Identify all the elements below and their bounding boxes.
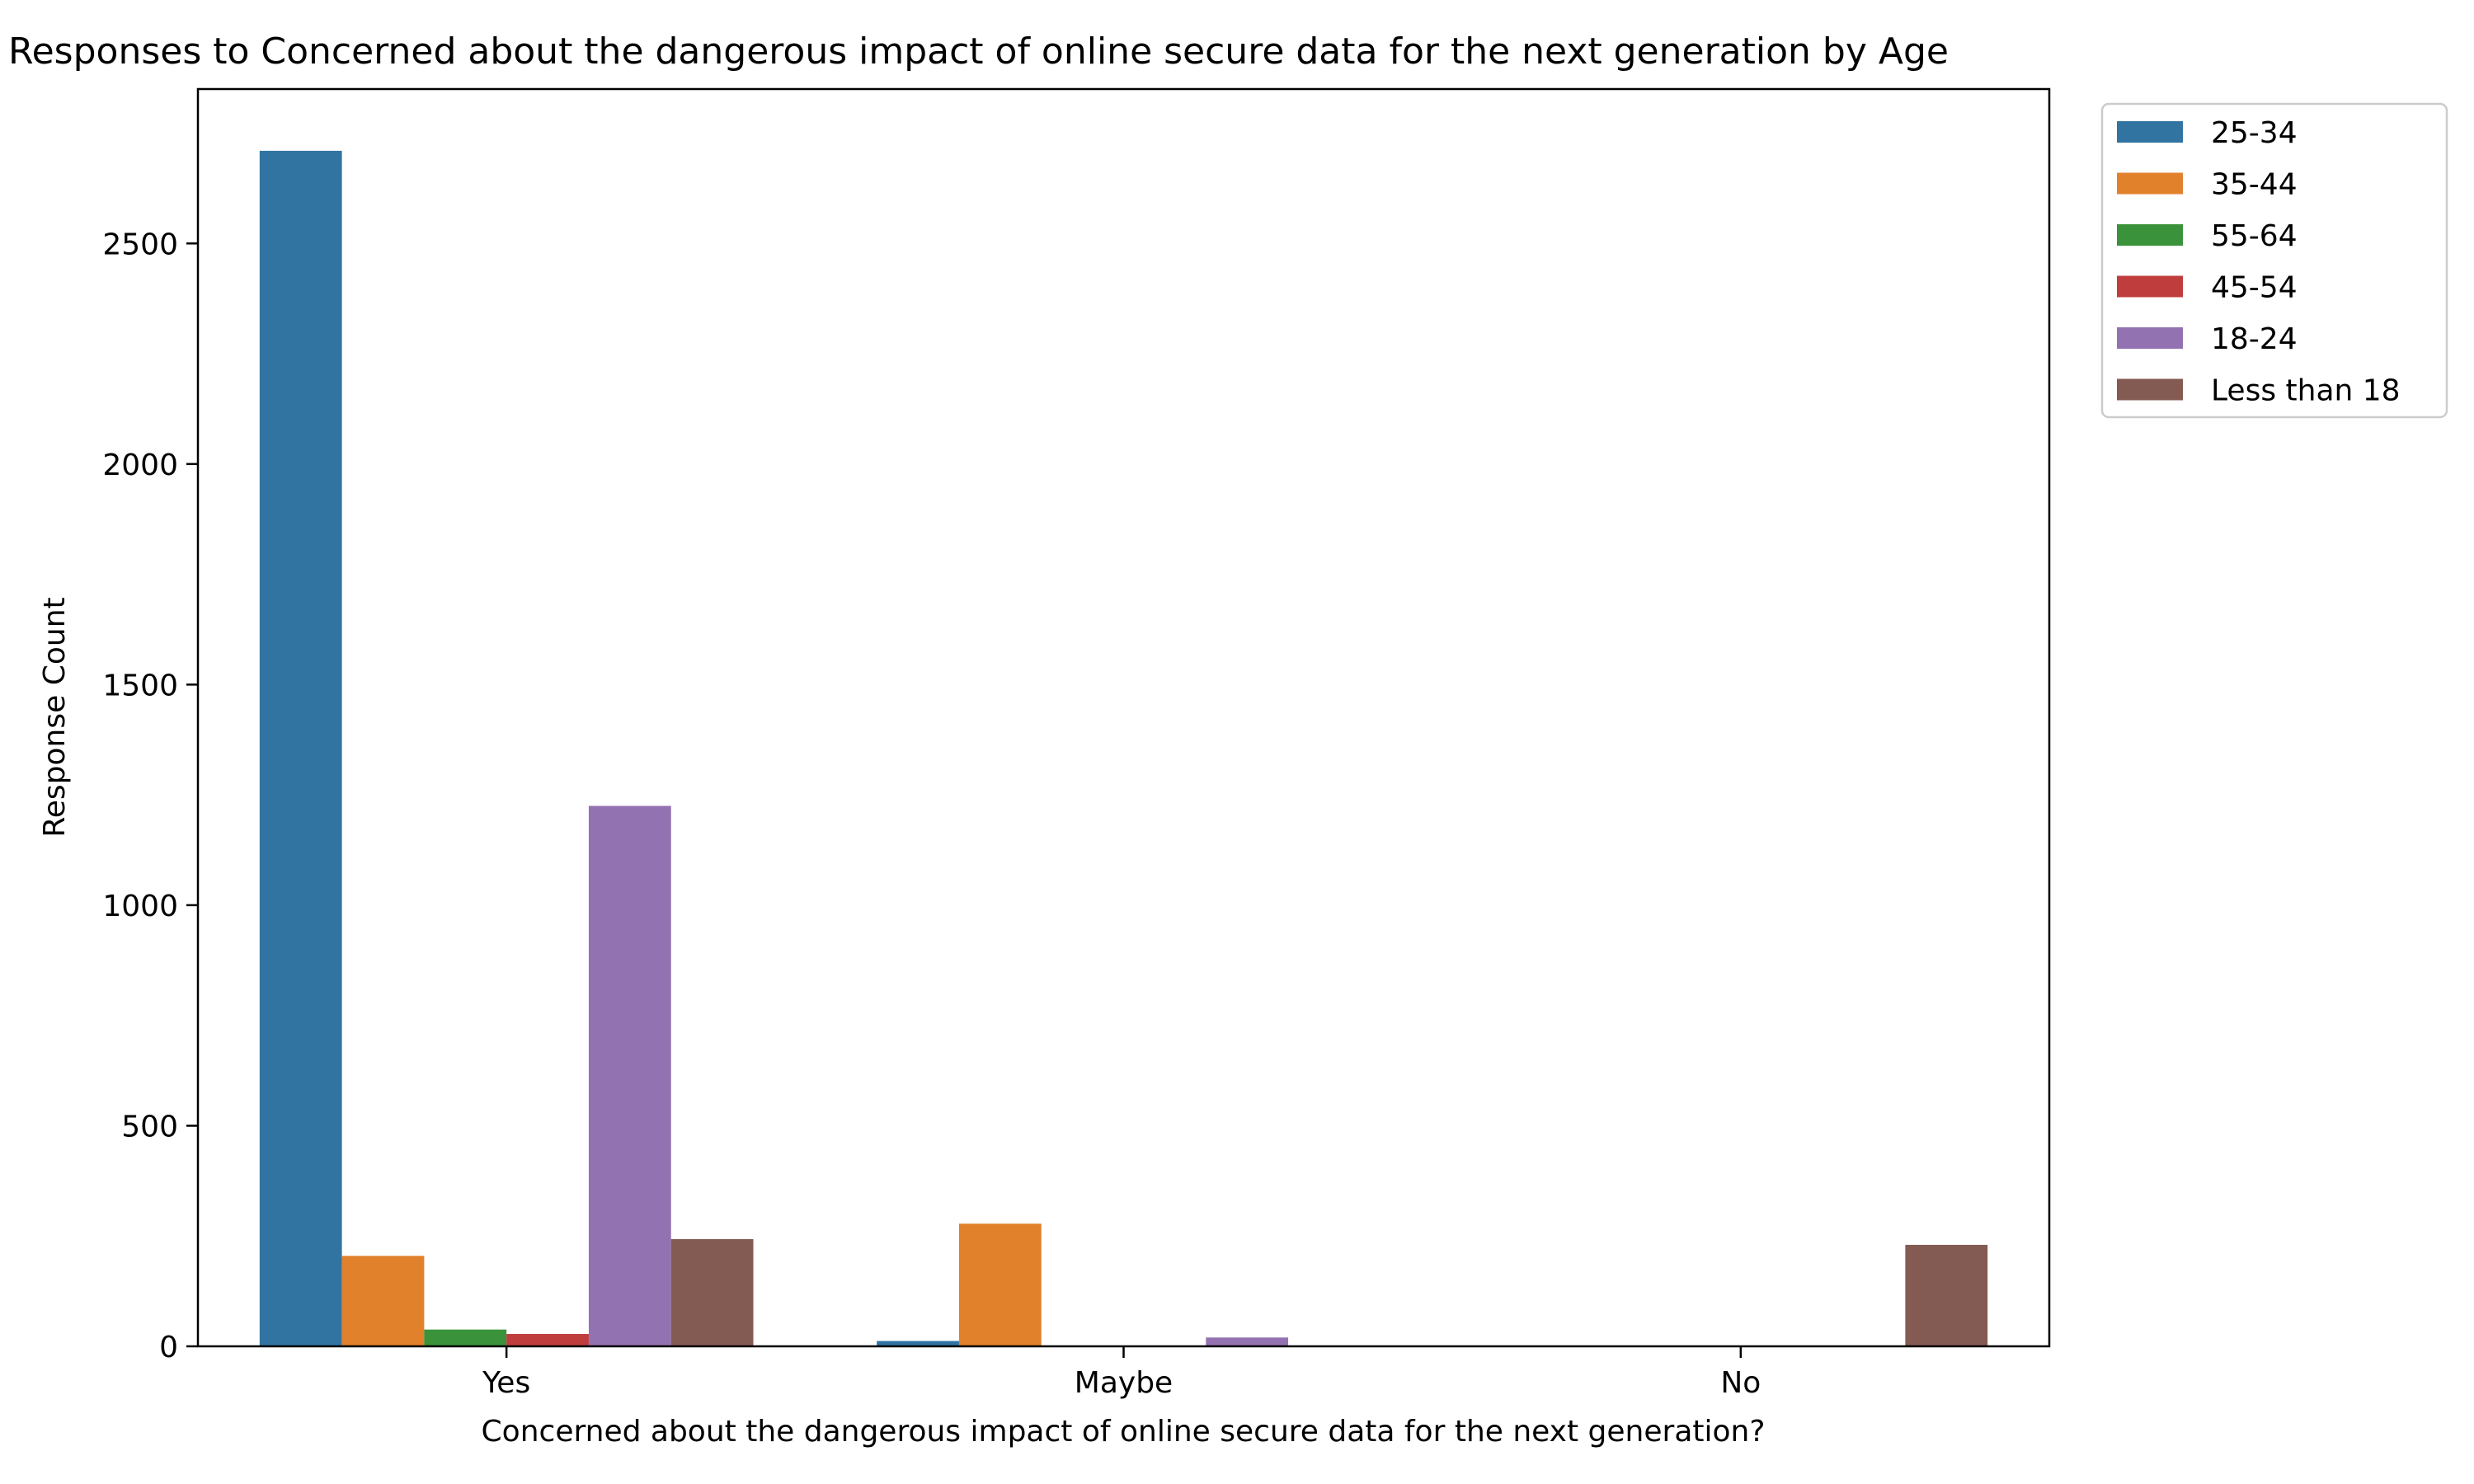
bar [877, 1341, 959, 1346]
y-tick-label: 500 [121, 1110, 178, 1144]
y-axis-label: Response Count [38, 597, 72, 837]
y-axis-ticks: 0 500 1000 1500 2000 2500 [102, 228, 198, 1364]
bar [506, 1334, 589, 1346]
y-tick-label: 1000 [102, 890, 178, 923]
plot-area-frame [196, 87, 2051, 1348]
bar [424, 1329, 507, 1346]
legend-label: 45-54 [2211, 271, 2298, 305]
x-axis-label: Concerned about the dangerous impact of … [482, 1415, 1766, 1449]
legend-frame [2100, 102, 2448, 419]
bar [1206, 1337, 1289, 1346]
legend: 25-34 35-44 55-64 45-54 18-24 Less than 18 [2100, 102, 2448, 419]
y-tick-label: 1500 [102, 669, 178, 702]
legend-label: Less than 18 [2211, 374, 2401, 408]
bar [958, 1223, 1042, 1346]
x-tick-label: Maybe [1075, 1366, 1173, 1400]
bar [259, 150, 342, 1347]
legend-swatch [2117, 378, 2183, 401]
bar [588, 805, 671, 1346]
x-axis-ticks: Yes Maybe No [482, 1346, 1761, 1400]
legend-swatch [2117, 121, 2183, 143]
bars [259, 150, 1988, 1347]
bar [1905, 1244, 1988, 1346]
legend-label: 35-44 [2211, 168, 2298, 202]
legend-label: 25-34 [2211, 116, 2298, 150]
legend-swatch [2117, 224, 2183, 246]
x-tick-label: Yes [482, 1366, 530, 1400]
legend-swatch [2117, 275, 2183, 298]
legend-swatch [2117, 327, 2183, 349]
y-tick-label: 2500 [102, 228, 178, 261]
legend-label: 18-24 [2211, 322, 2298, 356]
legend-label: 55-64 [2211, 219, 2298, 253]
x-tick-label: No [1720, 1366, 1761, 1400]
y-tick-label: 2000 [102, 448, 178, 482]
y-tick-label: 0 [159, 1331, 178, 1364]
bar [670, 1238, 754, 1346]
bar [341, 1256, 425, 1346]
chart-title: Responses to Concerned about the dangero… [8, 31, 1949, 73]
legend-swatch [2117, 172, 2183, 195]
